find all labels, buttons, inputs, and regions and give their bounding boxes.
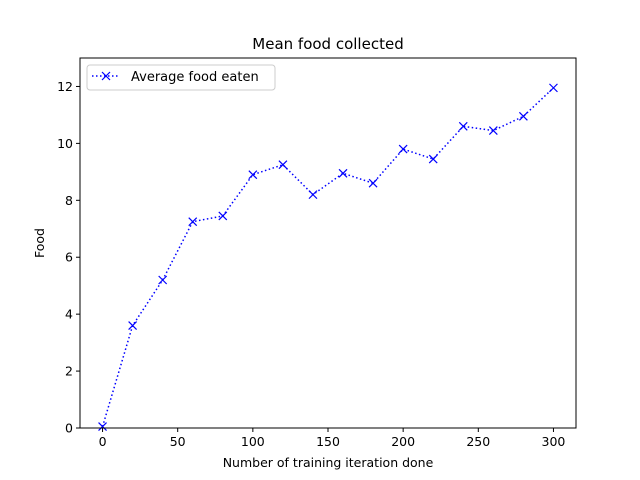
- marker-stroke: [458, 121, 468, 131]
- y-tick-label: 10: [57, 136, 73, 151]
- data-point-x-marker: [368, 178, 378, 188]
- marker-stroke: [518, 111, 528, 121]
- marker-stroke: [308, 190, 318, 200]
- data-point-x-marker: [188, 217, 198, 227]
- data-point-x-marker: [278, 160, 288, 170]
- legend-box: [86, 64, 276, 91]
- plot-area: 0 50 100 150 200 250 300 0 2 4 6 8 10 12: [57, 79, 565, 449]
- legend-label: Average food eaten: [131, 70, 259, 85]
- data-point-x-marker: [158, 275, 168, 285]
- marker-stroke: [158, 275, 168, 285]
- y-tick-label: 0: [65, 421, 73, 436]
- marker-stroke: [338, 168, 348, 178]
- x-tick-label: 100: [241, 434, 265, 449]
- x-axis-title: Number of training iteration done: [223, 455, 434, 470]
- y-tick-label: 6: [65, 250, 73, 265]
- y-axis-title: Food: [32, 228, 47, 258]
- data-point-x-marker: [218, 211, 228, 221]
- legend: Average food eaten: [86, 64, 276, 91]
- y-tick-label: 2: [65, 364, 73, 379]
- marker-stroke: [218, 211, 228, 221]
- chart-title: Mean food collected: [252, 35, 403, 53]
- data-point-x-marker: [549, 83, 558, 93]
- y-tick-label: 12: [57, 79, 73, 94]
- x-tick-label: 300: [542, 434, 566, 449]
- y-tick-label: 4: [65, 307, 73, 322]
- legend-marker-x-icon: [101, 71, 111, 81]
- data-point-x-marker: [518, 111, 528, 121]
- data-point-x-marker: [338, 168, 348, 178]
- marker-stroke: [98, 422, 107, 432]
- marker-stroke: [549, 83, 558, 93]
- axes-frame: [79, 57, 577, 429]
- marker-stroke: [188, 217, 198, 227]
- marker-stroke: [488, 126, 498, 136]
- data-point-x-marker: [128, 321, 138, 330]
- x-tick-label: 50: [170, 434, 186, 449]
- marker-stroke: [428, 154, 438, 164]
- marker-stroke: [128, 321, 138, 330]
- x-tick-label: 150: [316, 434, 340, 449]
- data-point-x-marker: [428, 154, 438, 164]
- data-point-x-marker: [488, 126, 498, 136]
- x-tick-label: 250: [466, 434, 490, 449]
- data-point-x-marker: [458, 121, 468, 131]
- marker-stroke: [368, 178, 378, 188]
- marker-stroke: [248, 170, 258, 180]
- data-point-x-marker: [98, 422, 107, 432]
- series-line: [101, 87, 554, 427]
- data-point-x-marker: [248, 170, 258, 180]
- marker-stroke: [398, 144, 408, 154]
- x-tick-label: 0: [99, 434, 107, 449]
- data-point-x-marker: [398, 144, 408, 154]
- y-tick-label: 8: [65, 193, 73, 208]
- data-point-x-marker: [308, 190, 318, 200]
- x-tick-label: 200: [391, 434, 415, 449]
- marker-stroke: [278, 160, 288, 170]
